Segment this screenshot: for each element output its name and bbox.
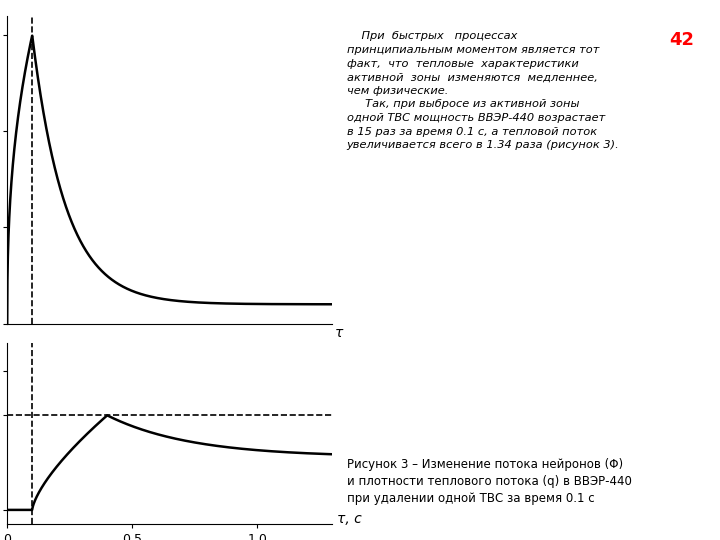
Text: 42: 42 [669,31,694,50]
Text: τ, c: τ, c [337,512,362,526]
Text: τ: τ [335,326,343,340]
Text: При  быстрых   процессах
принципиальным моментом является тот
факт,  что  теплов: При быстрых процессах принципиальным мом… [346,31,619,150]
Text: Рисунок 3 – Изменение потока нейронов (Φ)
и плотности теплового потока (q) в ВВЭ: Рисунок 3 – Изменение потока нейронов (Φ… [346,458,631,505]
